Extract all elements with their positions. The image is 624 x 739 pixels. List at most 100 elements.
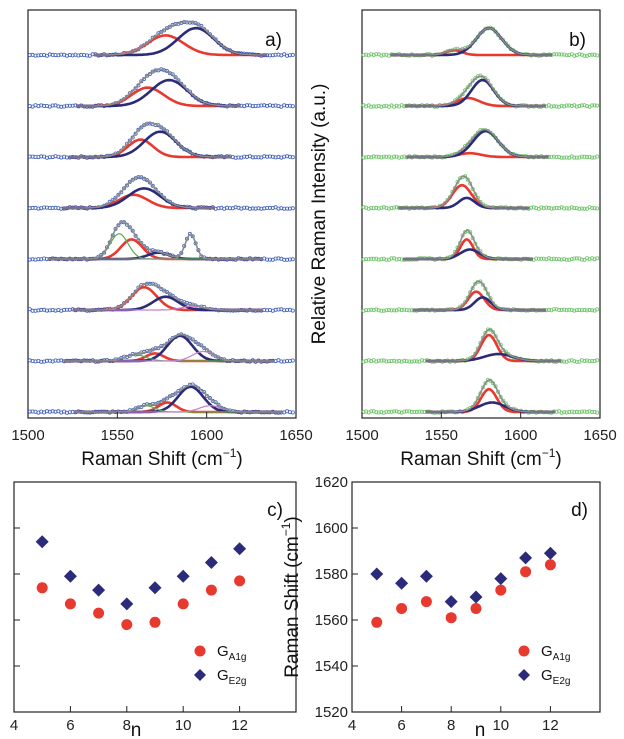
point-a1g <box>36 582 48 594</box>
data-point <box>559 307 564 312</box>
data-point <box>384 154 389 159</box>
data-point <box>412 359 417 364</box>
data-point <box>579 103 584 108</box>
point-e2g <box>92 583 106 597</box>
data-point <box>574 359 579 364</box>
data-point <box>159 125 164 130</box>
panel-d-legend-a1g-sub: A1g <box>553 652 571 663</box>
data-point <box>572 410 577 415</box>
data-point <box>376 257 381 262</box>
data-point <box>473 281 478 286</box>
data-point <box>376 358 381 363</box>
data-point <box>366 206 371 211</box>
panel-c-legend-e2g-marker <box>194 669 206 681</box>
spectrum-n8 <box>361 228 600 262</box>
data-point <box>371 206 376 211</box>
x-tick-label: 6 <box>66 717 74 734</box>
data-point <box>122 186 127 191</box>
data-point <box>564 155 569 160</box>
spectrum-n6 <box>361 327 600 364</box>
data-point <box>207 395 212 400</box>
panel-d-legend: GA1g GE2g <box>518 643 570 687</box>
data-point <box>144 246 149 251</box>
data-point <box>361 308 366 313</box>
panel-a-x-axis-label-text: Raman Shift (cm <box>81 449 222 470</box>
point-e2g <box>233 542 247 556</box>
data-point <box>397 307 402 312</box>
data-point <box>567 257 572 262</box>
data-point <box>590 103 595 108</box>
data-point <box>572 206 577 211</box>
panel-c-legend-a1g-sub: A1g <box>229 652 247 663</box>
data-point <box>374 205 379 210</box>
data-point <box>574 308 579 313</box>
data-point <box>557 307 562 312</box>
data-point <box>290 104 295 109</box>
data-point <box>412 409 417 414</box>
spectrum-n11 <box>27 67 295 109</box>
cumulative-fit-n9 <box>398 175 530 209</box>
panel-b-y-axis-label: Relative Raman Intensity (a.u.) <box>309 84 330 345</box>
panel-c-legend-e2g-label: GE2g <box>217 667 246 687</box>
point-a1g <box>495 584 507 596</box>
data-point <box>369 205 374 210</box>
data-point <box>399 308 404 313</box>
data-point <box>585 308 590 313</box>
cumulative-fit-n9 <box>61 176 215 209</box>
data-point <box>582 154 587 159</box>
cumulative-fit-n10 <box>406 128 549 158</box>
x-tick-label: 1600 <box>190 427 223 444</box>
data-point <box>569 409 574 414</box>
point-a1g <box>64 598 76 610</box>
x-tick-label: 1550 <box>101 427 134 444</box>
data-point <box>582 358 587 363</box>
data-point <box>536 256 541 261</box>
data-point <box>574 104 579 109</box>
data-point <box>397 256 402 261</box>
data-point <box>590 358 595 363</box>
data-point <box>364 308 369 313</box>
data-point <box>562 410 567 415</box>
data-point <box>572 308 577 313</box>
data-point <box>572 53 577 58</box>
data-point <box>595 53 600 58</box>
data-point <box>371 154 376 159</box>
data-point <box>579 154 584 159</box>
data-point <box>386 409 391 414</box>
data-point <box>552 104 557 109</box>
cumulative-fit-n11 <box>76 68 241 107</box>
data-point <box>389 308 394 313</box>
data-point <box>582 206 587 211</box>
panel-a-x-axis-label-sup: −1 <box>223 446 237 460</box>
data-point <box>567 103 572 108</box>
data-point <box>290 155 295 160</box>
spectrum-n11 <box>361 73 600 109</box>
data-point <box>592 409 597 414</box>
data-point <box>592 206 597 211</box>
data-point <box>559 155 564 160</box>
data-point <box>460 92 465 97</box>
peak-e2g-n6 <box>425 352 562 363</box>
peak-a1g-n7 <box>412 290 547 312</box>
data-point <box>366 154 371 159</box>
data-point <box>559 103 564 108</box>
data-point <box>595 307 600 312</box>
data-point <box>567 307 572 312</box>
peak-e2g-n11 <box>404 78 546 108</box>
data-point <box>374 154 379 159</box>
panel-a-x-ticks: 1500 1550 1600 1650 <box>11 412 313 444</box>
data-point <box>577 307 582 312</box>
panel-d-legend-e2g-sub: E2g <box>553 676 571 687</box>
data-point <box>361 155 366 160</box>
data-point <box>384 257 389 262</box>
data-point <box>127 138 132 143</box>
data-point <box>404 359 409 364</box>
data-point <box>397 410 402 415</box>
cumulative-fit-n12 <box>94 20 268 56</box>
cumulative-fit-n7 <box>412 280 547 311</box>
data-point <box>592 358 597 363</box>
point-e2g <box>469 590 483 604</box>
data-point <box>144 178 149 183</box>
data-point <box>503 349 508 354</box>
data-point <box>564 206 569 211</box>
